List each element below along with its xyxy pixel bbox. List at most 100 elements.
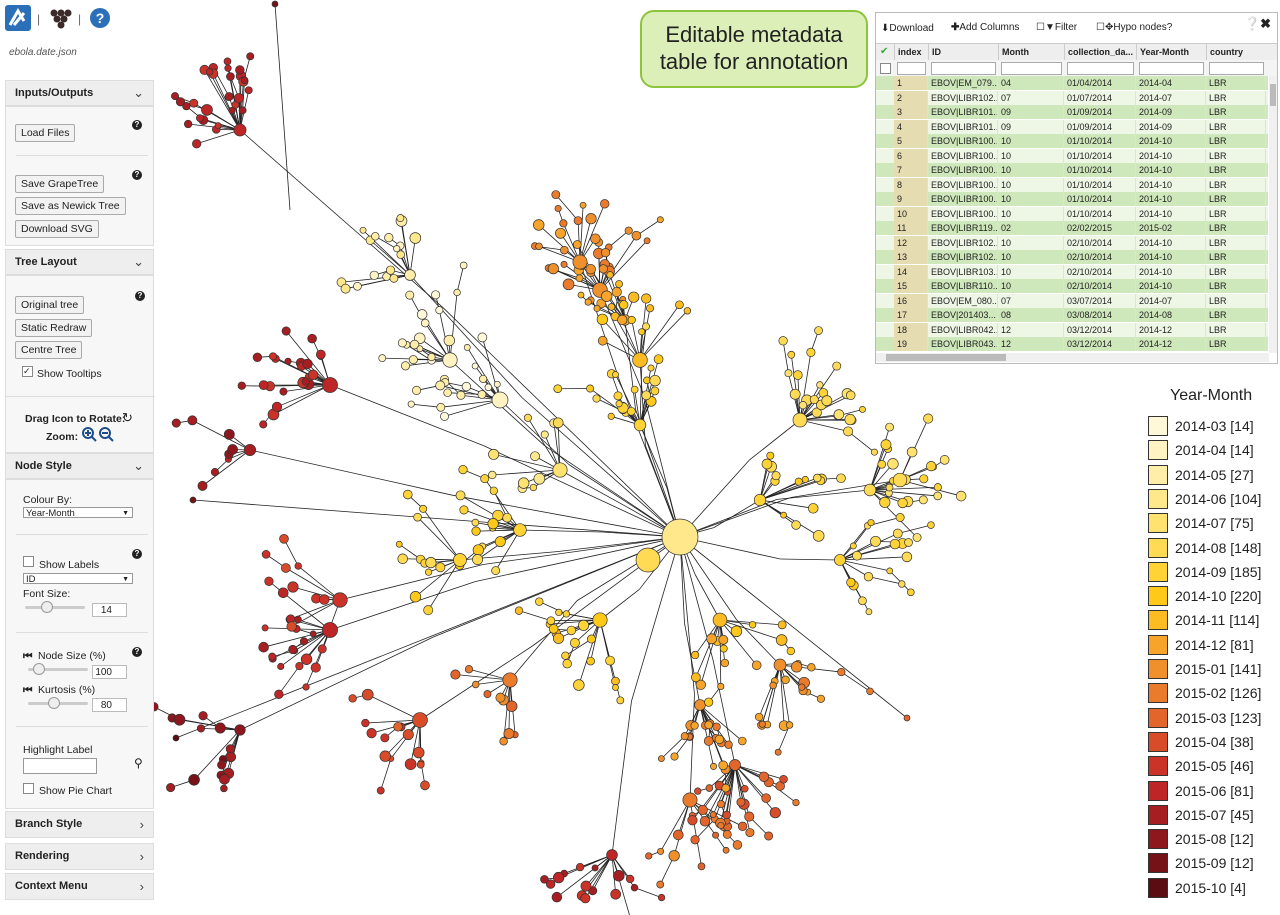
tree-node[interactable] <box>806 347 816 357</box>
tree-node[interactable] <box>294 562 302 570</box>
row-select[interactable] <box>876 308 894 322</box>
tree-node[interactable] <box>866 687 874 696</box>
tree-node[interactable] <box>720 658 730 668</box>
tree-node[interactable] <box>694 787 702 795</box>
tree-node[interactable] <box>223 57 232 66</box>
tree-node[interactable] <box>214 722 226 734</box>
tree-node[interactable] <box>189 496 197 504</box>
tree-node[interactable] <box>656 216 664 224</box>
table-row[interactable]: 5 EBOV|LIBR100... 10 01/10/2014 2014-10 LBR <box>876 134 1268 148</box>
row-select[interactable] <box>876 120 894 134</box>
tree-node[interactable] <box>668 850 680 862</box>
button[interactable]: Save GrapeTree <box>15 175 105 193</box>
tree-node[interactable] <box>809 395 819 405</box>
tree-node[interactable] <box>754 712 764 722</box>
tree-node[interactable] <box>630 385 639 394</box>
legend-swatch[interactable] <box>1148 610 1168 631</box>
tree-node[interactable] <box>252 352 263 363</box>
tree-node[interactable] <box>575 862 585 872</box>
tree-node[interactable] <box>471 526 481 536</box>
tree-node[interactable] <box>606 849 618 861</box>
tree-node[interactable] <box>596 313 609 325</box>
tree-node[interactable] <box>277 587 289 599</box>
row-select[interactable] <box>876 337 894 351</box>
tree-node[interactable] <box>712 612 728 628</box>
legend-swatch[interactable] <box>1148 659 1168 679</box>
tree-node[interactable] <box>280 563 291 573</box>
tree-node[interactable] <box>235 65 245 75</box>
tree-node[interactable] <box>552 632 565 644</box>
tree-node[interactable] <box>535 597 544 606</box>
tree-node[interactable] <box>586 384 595 393</box>
tree-node[interactable] <box>904 538 913 547</box>
tree-node[interactable] <box>484 383 493 392</box>
tree-node[interactable] <box>361 718 370 728</box>
tree-node[interactable] <box>703 736 714 746</box>
tree-node[interactable] <box>691 672 701 683</box>
tree-node[interactable] <box>926 461 937 472</box>
tree-node[interactable] <box>744 811 755 822</box>
tree-node[interactable] <box>413 746 425 759</box>
tree-node[interactable] <box>227 444 238 455</box>
table-tool[interactable]: ⬇Download <box>881 23 934 34</box>
tree-node[interactable] <box>821 395 833 407</box>
tree-node[interactable] <box>706 633 718 645</box>
tree-node[interactable] <box>453 553 467 567</box>
tree-node[interactable] <box>773 658 787 672</box>
rewind-icon[interactable]: ⏮ <box>23 684 33 696</box>
tree-node[interactable] <box>780 511 787 519</box>
tree-node[interactable] <box>834 554 846 566</box>
tree-node[interactable] <box>171 418 181 428</box>
tree-node[interactable] <box>918 495 928 505</box>
tree-node[interactable] <box>852 550 862 561</box>
table-row[interactable]: 16 EBOV|EM_080... 07 03/07/2014 2014-07 LBR <box>876 293 1268 308</box>
tree-node[interactable] <box>784 369 793 378</box>
tree-node[interactable] <box>675 300 684 310</box>
tree-node[interactable] <box>443 334 456 347</box>
tree-node[interactable] <box>173 713 186 726</box>
tree-node[interactable] <box>642 322 650 331</box>
tree-node[interactable] <box>877 460 887 469</box>
tree-node[interactable] <box>858 596 867 606</box>
legend-swatch[interactable] <box>1148 683 1168 704</box>
checkbox[interactable] <box>23 783 34 794</box>
tree-node[interactable] <box>889 538 901 550</box>
tree-node[interactable] <box>464 665 474 674</box>
tree-node[interactable] <box>287 581 299 593</box>
tree-node[interactable] <box>789 388 801 400</box>
tree-node[interactable] <box>188 774 200 786</box>
tree-node[interactable] <box>729 759 741 771</box>
tree-node[interactable] <box>766 451 775 460</box>
tree-node[interactable] <box>606 271 614 279</box>
tree-node[interactable] <box>472 544 484 556</box>
legend-swatch[interactable] <box>1148 829 1168 850</box>
tree-node[interactable] <box>631 230 642 241</box>
tree-node[interactable] <box>593 304 601 312</box>
tree-node[interactable] <box>572 254 588 270</box>
table-row[interactable]: 12 EBOV|LIBR102... 10 02/10/2014 2014-10 LBR <box>876 235 1268 250</box>
tree-node[interactable] <box>238 106 247 115</box>
tree-node[interactable] <box>389 273 399 283</box>
tree-node[interactable] <box>732 840 743 850</box>
tree-node[interactable] <box>751 660 762 671</box>
tree-node[interactable] <box>585 263 596 275</box>
legend-swatch[interactable] <box>1148 440 1168 461</box>
tree-node[interactable] <box>697 862 706 871</box>
tree-node[interactable] <box>897 497 908 509</box>
tree-node[interactable] <box>268 352 278 361</box>
tree-node[interactable] <box>597 335 608 346</box>
tree-node[interactable] <box>397 338 407 348</box>
tree-node[interactable] <box>369 270 379 280</box>
legend-swatch[interactable] <box>1148 853 1168 874</box>
tree-node[interactable] <box>322 377 338 393</box>
tree-node[interactable] <box>627 315 636 325</box>
tree-node[interactable] <box>555 227 567 239</box>
tree-node[interactable] <box>309 630 317 638</box>
tree-node[interactable] <box>450 669 461 680</box>
tree-node[interactable] <box>552 462 568 478</box>
row-select[interactable] <box>876 149 894 163</box>
tree-node[interactable] <box>615 280 623 288</box>
legend-swatch[interactable] <box>1148 464 1168 485</box>
tree-node[interactable] <box>228 106 236 115</box>
tree-node[interactable] <box>933 491 942 501</box>
